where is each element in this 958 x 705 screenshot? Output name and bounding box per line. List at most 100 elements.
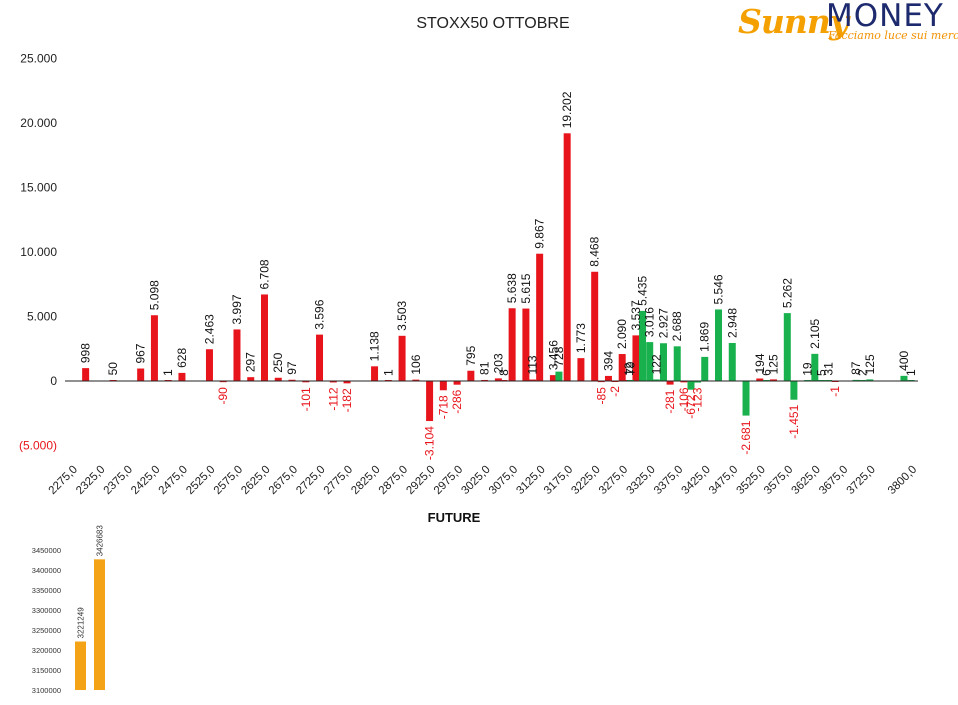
data-label: 1.138 bbox=[368, 331, 382, 361]
bar bbox=[439, 381, 447, 391]
bar bbox=[426, 381, 434, 422]
sub-y-tick-label: 3200000 bbox=[32, 646, 61, 655]
data-label: 1 bbox=[904, 369, 918, 376]
bar bbox=[522, 308, 530, 381]
y-tick-label: 5.000 bbox=[27, 310, 57, 324]
bar bbox=[536, 253, 544, 381]
data-label: 19.202 bbox=[560, 91, 574, 128]
data-label: 795 bbox=[464, 345, 478, 365]
bar bbox=[694, 381, 702, 383]
data-label: -281 bbox=[663, 389, 677, 413]
bar bbox=[150, 315, 158, 381]
bar bbox=[783, 313, 791, 381]
x-tick-label: 3225,0 bbox=[569, 464, 602, 497]
x-tick-label: 3725,0 bbox=[845, 464, 878, 497]
bar bbox=[205, 349, 213, 381]
main-y-axis: (5.000) 0 5.000 10.000 15.000 20.000 25.000 bbox=[19, 52, 57, 453]
data-label: 2.090 bbox=[615, 319, 629, 349]
data-label: 5.098 bbox=[147, 280, 161, 310]
data-label: 3.016 bbox=[643, 307, 657, 337]
x-tick-label: 2775,0 bbox=[322, 464, 355, 497]
bar bbox=[233, 329, 241, 381]
x-tick-label: 3275,0 bbox=[597, 464, 630, 497]
data-label: 125 bbox=[863, 354, 877, 374]
data-label: 8.468 bbox=[588, 236, 602, 266]
x-tick-label: 3425,0 bbox=[680, 464, 713, 497]
data-label: 1 bbox=[381, 369, 395, 376]
bar bbox=[639, 310, 647, 381]
x-tick-label: 3325,0 bbox=[624, 464, 657, 497]
bar bbox=[900, 375, 908, 381]
bar bbox=[687, 381, 695, 390]
bar bbox=[288, 379, 296, 381]
data-label: 5.638 bbox=[505, 273, 519, 303]
x-tick-label: 3025,0 bbox=[459, 464, 492, 497]
sub-y-tick-label: 3400000 bbox=[32, 566, 61, 575]
x-tick-label: 2825,0 bbox=[349, 464, 382, 497]
data-label: 3.503 bbox=[395, 300, 409, 330]
y-tick-label: 0 bbox=[50, 374, 57, 388]
x-tick-label: 2375,0 bbox=[102, 464, 135, 497]
sub-y-tick-label: 3300000 bbox=[32, 606, 61, 615]
x-tick-label: 2525,0 bbox=[184, 464, 217, 497]
bar bbox=[632, 335, 640, 381]
bar bbox=[316, 334, 324, 381]
bar bbox=[591, 271, 599, 381]
data-label: -2.681 bbox=[739, 420, 753, 454]
bar bbox=[618, 354, 626, 381]
bar bbox=[666, 381, 674, 385]
bar bbox=[247, 377, 255, 381]
y-tick-label: 20.000 bbox=[20, 116, 57, 130]
bar bbox=[646, 342, 654, 381]
data-label: 113 bbox=[525, 355, 539, 374]
data-label: 2.927 bbox=[656, 308, 670, 338]
data-label: -85 bbox=[594, 387, 608, 405]
y-tick-label: 10.000 bbox=[20, 245, 57, 259]
data-label: 81 bbox=[478, 361, 492, 375]
bar bbox=[770, 379, 778, 381]
data-label: -718 bbox=[436, 395, 450, 419]
data-label: 3.997 bbox=[230, 294, 244, 324]
data-label: 250 bbox=[271, 352, 285, 372]
sub-bars: 3221249 3426683 bbox=[75, 525, 105, 690]
data-label: 628 bbox=[175, 348, 189, 368]
bar bbox=[137, 368, 145, 381]
data-label: 87 bbox=[849, 361, 863, 375]
bar bbox=[659, 343, 667, 381]
bar bbox=[549, 375, 557, 381]
data-label: 297 bbox=[244, 352, 258, 372]
bar bbox=[597, 381, 605, 383]
data-label: -112 bbox=[326, 387, 340, 410]
sub-bar bbox=[75, 641, 86, 690]
bar bbox=[528, 379, 536, 381]
y-tick-label: 25.000 bbox=[20, 52, 57, 66]
sub-data-label: 3221249 bbox=[77, 607, 86, 639]
data-label: -123 bbox=[691, 387, 705, 411]
x-tick-label: 2925,0 bbox=[404, 464, 437, 497]
data-label: -182 bbox=[340, 388, 354, 412]
main-data-labels: 998509675.09816282.463-903.9972976.70825… bbox=[79, 91, 918, 460]
bar bbox=[453, 381, 461, 385]
x-tick-label: 2875,0 bbox=[377, 464, 410, 497]
x-tick-label: 2275,0 bbox=[47, 464, 80, 497]
chart-title: STOXX50 OTTOBRE bbox=[416, 15, 569, 32]
bar bbox=[398, 335, 406, 381]
data-label: 106 bbox=[409, 354, 423, 374]
sub-data-label: 3426683 bbox=[96, 525, 105, 557]
data-label: 728 bbox=[552, 346, 566, 366]
data-label: 50 bbox=[106, 362, 120, 376]
bar bbox=[742, 381, 750, 416]
data-label: 400 bbox=[897, 350, 911, 370]
bar bbox=[219, 381, 227, 383]
sub-y-tick-label: 3350000 bbox=[32, 586, 61, 595]
data-label: 194 bbox=[753, 353, 767, 373]
x-tick-label: 2625,0 bbox=[239, 464, 272, 497]
y-tick-label: (5.000) bbox=[19, 439, 57, 453]
data-label: 2 bbox=[856, 369, 870, 376]
x-tick-label: 2975,0 bbox=[432, 464, 465, 497]
x-tick-label: 3175,0 bbox=[542, 464, 575, 497]
x-tick-label: 3375,0 bbox=[652, 464, 685, 497]
data-label: 2.948 bbox=[725, 308, 739, 338]
data-label: 8 bbox=[497, 369, 511, 376]
bar bbox=[260, 294, 268, 381]
